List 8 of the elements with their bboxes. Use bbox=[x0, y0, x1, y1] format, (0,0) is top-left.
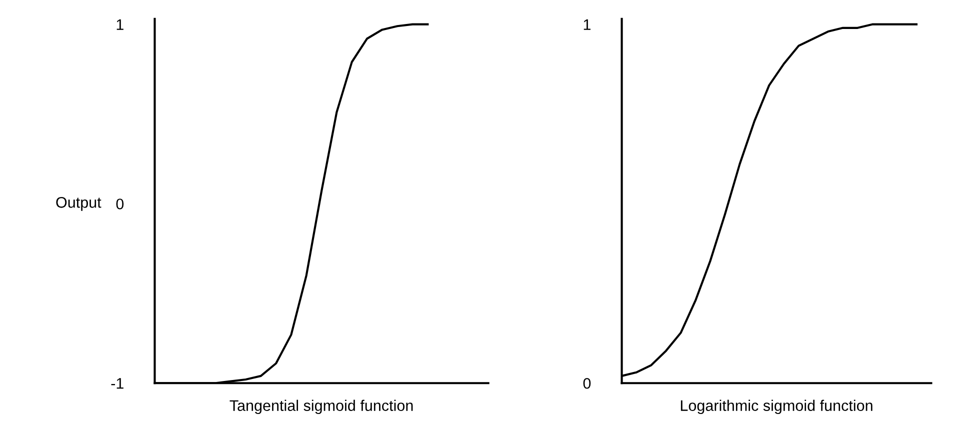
x-axis-title: Tangential sigmoid function bbox=[230, 400, 413, 414]
y-tick-label: 1 bbox=[584, 19, 590, 30]
y-axis-title: Output bbox=[56, 197, 102, 211]
y-tick-label: -1 bbox=[111, 378, 124, 389]
y-tick-label: 0 bbox=[583, 378, 591, 389]
y-tick-label: 1 bbox=[116, 19, 124, 30]
y-tick-label: 0 bbox=[116, 198, 124, 210]
x-axis-title: Logarithmic sigmoid function bbox=[680, 400, 872, 414]
